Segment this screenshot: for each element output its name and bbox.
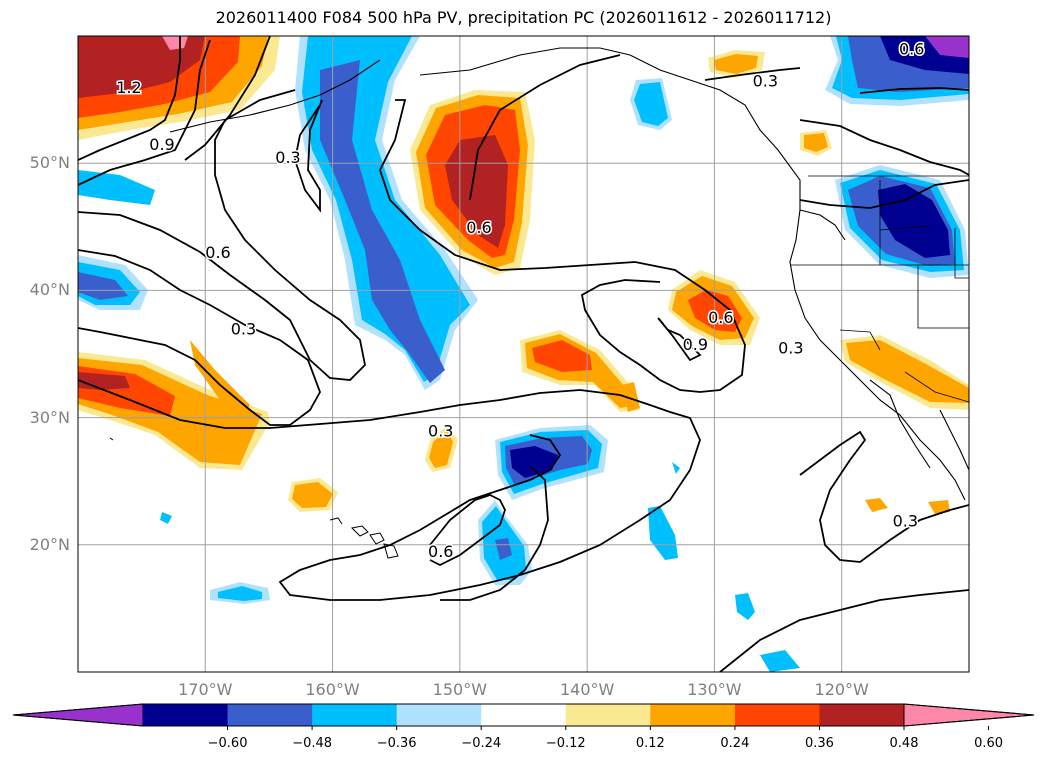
contour-label: 0.6 <box>466 218 491 237</box>
precip-shading <box>78 36 969 672</box>
colorbar-tick-label: 0.24 <box>720 736 750 751</box>
pv-contours <box>78 36 969 672</box>
colorbar <box>12 703 1035 730</box>
contour-label: 0.6 <box>708 308 733 327</box>
colorbar-tick-label: 0.60 <box>974 736 1004 751</box>
lon-tick-label: 130°W <box>687 680 742 699</box>
positive-region-socal <box>840 335 969 410</box>
contour-label: 0.3 <box>778 339 803 358</box>
colorbar-tick-label: −0.12 <box>545 736 586 751</box>
negative-region-west <box>78 170 155 310</box>
negative-region-subtropical <box>495 425 608 500</box>
colorbar-segment <box>312 704 398 726</box>
lon-tick-label: 150°W <box>432 680 488 699</box>
colorbar-tick-label: −0.48 <box>292 736 333 751</box>
contour-labels: 1.20.90.30.60.30.60.60.9 0.30.30.60.30.60… <box>115 38 926 562</box>
plot-frame <box>77 35 970 673</box>
contour-label: 0.6 <box>428 542 453 561</box>
plot-area <box>78 36 969 672</box>
negative-region-streamer <box>295 36 478 390</box>
contour-label: 0.3 <box>893 512 918 531</box>
coastlines <box>169 47 969 501</box>
lat-tick-label: 40°N <box>29 280 70 300</box>
lat-tick-label: 30°N <box>29 407 70 427</box>
contour-label: 0.3 <box>428 421 453 440</box>
colorbar-tick-label: −0.36 <box>376 736 417 751</box>
lat-tick-label: 20°N <box>29 534 70 554</box>
contour-label: 0.6 <box>899 40 924 59</box>
contour-label: 0.6 <box>205 243 230 262</box>
map-title: 2026011400 F084 500 hPa PV, precipitatio… <box>215 8 832 27</box>
colorbar-segment <box>819 704 905 726</box>
colorbar-tick-label: 0.48 <box>889 736 919 751</box>
colorbar-segment <box>143 704 229 726</box>
lat-tick-label: 50°N <box>29 153 70 173</box>
colorbar-segment <box>396 704 482 726</box>
contour-label: 0.3 <box>753 72 778 91</box>
contour-label: 0.3 <box>275 148 300 167</box>
colorbar-segment <box>227 704 313 726</box>
lon-tick-label: 140°W <box>559 680 615 699</box>
lon-tick-label: 170°W <box>178 680 233 699</box>
colorbar-outline <box>12 703 1035 727</box>
negative-region-hawaii <box>478 500 532 585</box>
contour-label: 0.9 <box>683 335 708 354</box>
colorbar-segment <box>565 704 651 726</box>
colorbar-extend-min <box>12 703 144 727</box>
colorbar-tick-label: 0.36 <box>804 736 834 751</box>
contour-label: 1.2 <box>116 78 141 97</box>
negative-region-ne <box>825 36 969 106</box>
positive-region-subtropical-1 <box>520 330 640 412</box>
colorbar-segment <box>481 704 567 726</box>
contour-label: 0.3 <box>231 320 256 339</box>
contour-label: 0.9 <box>149 135 174 154</box>
colorbar-segment <box>734 704 820 726</box>
small-features <box>160 50 950 672</box>
colorbar-segment <box>650 704 736 726</box>
colorbar-tick-label: −0.60 <box>207 736 248 751</box>
lon-tick-label: 120°W <box>814 680 869 699</box>
positive-region-nw <box>78 36 280 140</box>
negative-region-pnw <box>835 165 969 278</box>
colorbar-extend-max <box>903 703 1035 727</box>
colorbar-tick-label: −0.24 <box>461 736 502 751</box>
graticule <box>78 36 969 672</box>
lon-tick-label: 160°W <box>305 680 360 699</box>
colorbar-tick-label: 0.12 <box>635 736 665 751</box>
political-borders <box>790 175 969 403</box>
